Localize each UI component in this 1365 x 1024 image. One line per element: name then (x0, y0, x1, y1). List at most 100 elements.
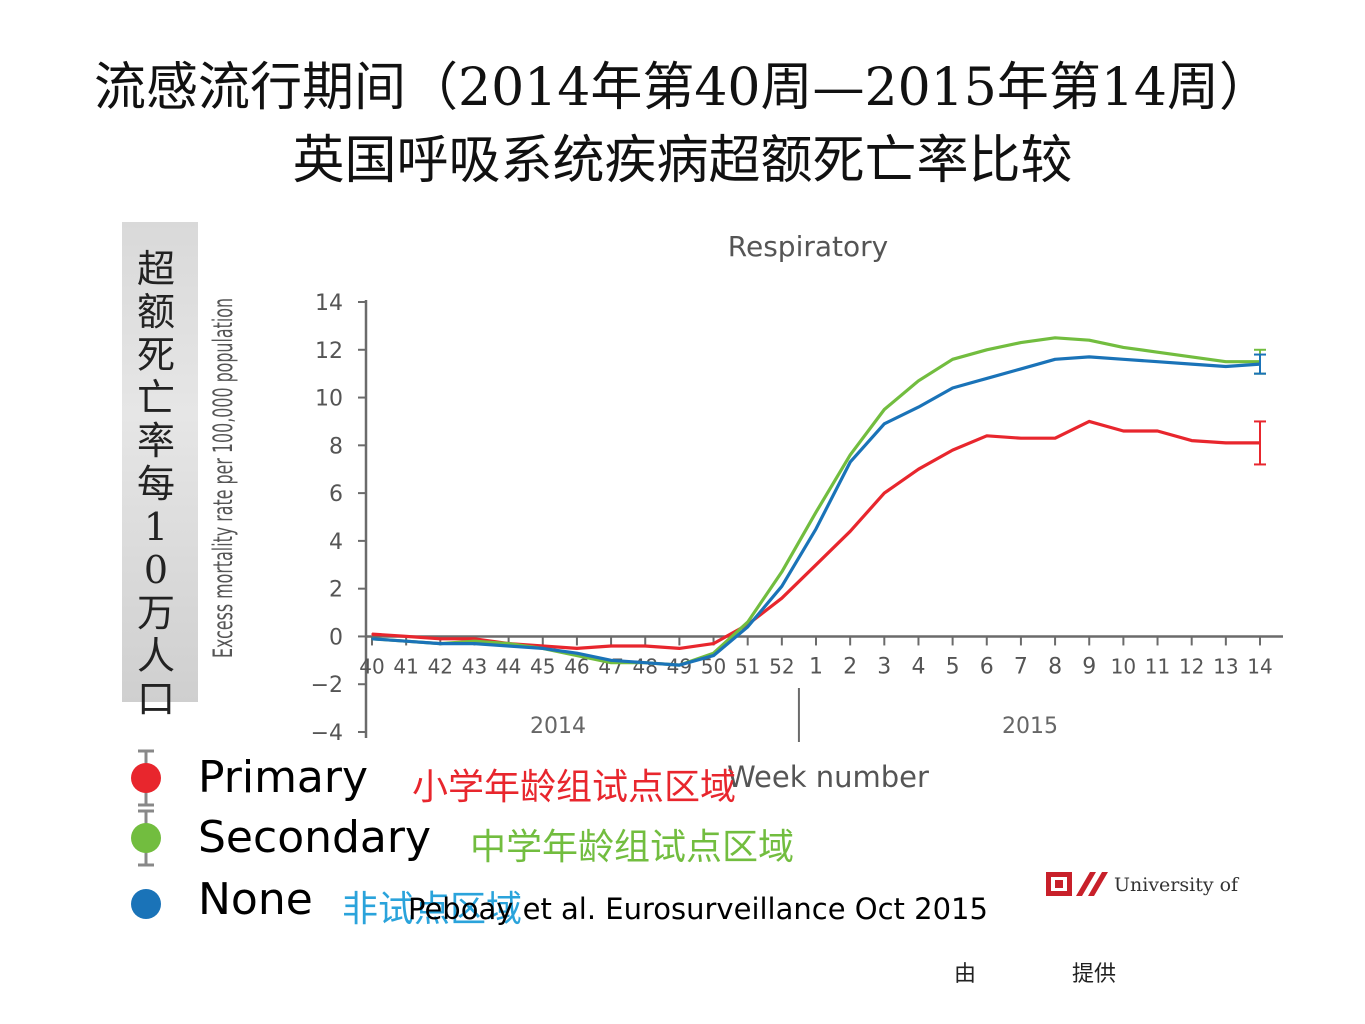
data-point-secondary (507, 642, 510, 645)
secondary-marker-icon (131, 809, 161, 867)
data-point-primary (1190, 439, 1193, 442)
data-point-secondary (781, 571, 783, 573)
data-point-secondary (1020, 341, 1022, 344)
series-line-secondary (371, 336, 1260, 667)
legend-label-primary: Primary (198, 752, 369, 803)
x-tick-label: 43 (462, 654, 487, 678)
data-point-none (1190, 363, 1193, 365)
data-point-secondary (1190, 356, 1193, 358)
data-point-none (985, 377, 988, 380)
x-tick-label: 8 (1048, 654, 1062, 679)
x-tick-label: 6 (980, 654, 994, 679)
data-point-none (371, 638, 373, 640)
x-tick-label: 11 (1145, 654, 1170, 678)
data-point-none (712, 654, 715, 657)
x-tick-label: 2 (843, 654, 857, 679)
data-point-none (1054, 358, 1056, 361)
data-point-none (507, 645, 510, 647)
citation: Peboay et al. Eurosurveillance Oct 2015 (408, 892, 988, 926)
none-marker-icon (131, 889, 161, 919)
x-tick-label: 45 (530, 654, 555, 678)
x-tick-label: 51 (735, 654, 760, 678)
data-point-none (576, 652, 578, 654)
data-point-none (405, 640, 407, 643)
legend-label-secondary: Secondary (198, 812, 432, 863)
y-tick-label: 6 (329, 482, 343, 507)
legend-label-none: None (198, 874, 313, 925)
data-point-primary (576, 647, 578, 650)
data-point-secondary (1225, 360, 1227, 363)
chart-series-layer (371, 336, 1266, 667)
university-crest-icon (1046, 872, 1108, 896)
data-point-none (1156, 360, 1159, 363)
data-point-primary (917, 468, 920, 471)
data-point-none (781, 585, 783, 588)
data-point-primary (371, 633, 373, 635)
x-tick-label: 10 (1111, 654, 1136, 678)
x-tick-label: 12 (1179, 654, 1204, 678)
primary-marker-icon (131, 749, 161, 807)
data-point-primary (405, 635, 407, 638)
data-point-primary (815, 563, 817, 566)
x-tick-label: 5 (946, 654, 960, 679)
data-point-primary (644, 645, 647, 647)
year-label-2015: 2015 (1002, 714, 1058, 739)
data-point-primary (985, 434, 988, 437)
data-point-primary (951, 449, 954, 451)
data-point-primary (1054, 437, 1056, 439)
data-point-secondary (610, 661, 612, 664)
y-tick-label: 10 (315, 387, 343, 412)
data-point-secondary (917, 380, 920, 382)
data-point-none (1122, 358, 1125, 361)
data-point-none (951, 387, 954, 389)
data-point-secondary (1156, 351, 1159, 353)
chart-title: Respiratory (728, 230, 888, 263)
data-point-none (473, 642, 476, 645)
x-tick-label: 13 (1213, 654, 1238, 678)
data-point-none (678, 664, 681, 666)
data-point-none (883, 423, 886, 425)
data-point-primary (712, 642, 715, 645)
data-point-none (1020, 368, 1022, 370)
data-point-secondary (951, 358, 954, 361)
y-tick-label: 0 (329, 625, 343, 650)
chinese-y-axis-label-panel: 超额死亡率每10万人口 (122, 222, 198, 721)
page-title-line2: 英国呼吸系统疾病超额死亡率比较 (292, 131, 1073, 191)
data-point-primary (1225, 442, 1227, 444)
x-tick-label: 14 (1247, 654, 1272, 678)
data-point-secondary (746, 621, 749, 623)
data-point-primary (678, 647, 681, 650)
data-point-secondary (1122, 346, 1125, 349)
series-line-primary (371, 419, 1260, 650)
data-point-secondary (883, 408, 886, 411)
x-tick-label: 3 (877, 654, 891, 679)
data-point-secondary (815, 511, 817, 514)
y-axis-label: Excess mortality rate per 100,000 popula… (208, 298, 239, 658)
data-point-secondary (1088, 339, 1091, 342)
data-point-none (849, 461, 851, 463)
page-title-line1: 流感流行期间（2014年第40周—2015年第14周） (93, 58, 1271, 118)
data-point-primary (1156, 430, 1159, 432)
footer-provided: 提供 (1072, 962, 1117, 987)
x-tick-label: 7 (1014, 654, 1028, 679)
x-tick-label: 44 (496, 654, 521, 678)
data-point-secondary (849, 454, 851, 456)
data-point-none (610, 659, 612, 662)
data-point-secondary (576, 654, 578, 657)
data-point-none (644, 661, 647, 664)
data-point-none (439, 642, 442, 645)
y-tick-label: 4 (329, 530, 343, 555)
data-point-secondary (1054, 337, 1056, 339)
data-point-none (815, 528, 817, 530)
data-point-primary (883, 492, 886, 494)
y-tick-label: 8 (329, 434, 343, 459)
legend-cn-secondary: 中学年龄组试点区域 (470, 827, 795, 868)
data-point-none (1225, 365, 1227, 368)
x-tick-label: 4 (911, 654, 925, 679)
y-tick-label: 2 (329, 578, 343, 603)
data-point-primary (1088, 420, 1091, 423)
chinese-y-axis-label: 超额死亡率每10万人口 (136, 247, 175, 721)
x-tick-label: 41 (393, 654, 418, 678)
